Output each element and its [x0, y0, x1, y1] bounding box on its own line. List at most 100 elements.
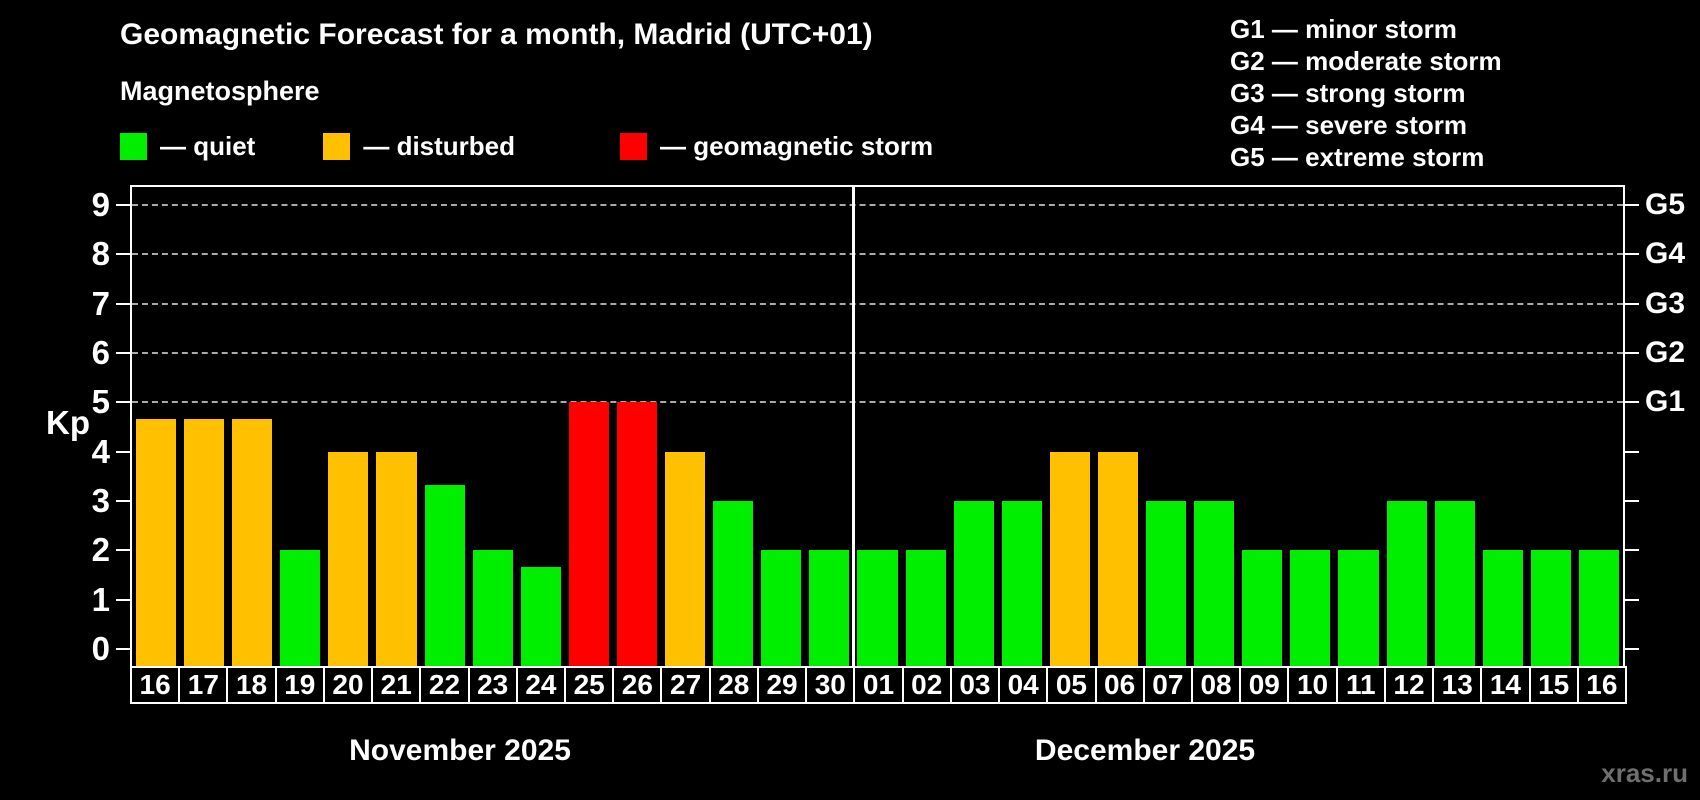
y-axis-tick-label-6: 6: [91, 333, 110, 371]
day-label-box-01: 01: [853, 666, 904, 704]
kp-bar-december-07: [1146, 501, 1187, 666]
day-label-box-06: 06: [1094, 666, 1145, 704]
y-axis-tick-left-8: [116, 253, 130, 256]
kp-bar-december-04: [1001, 501, 1042, 666]
day-label-box-15: 15: [1528, 666, 1579, 704]
y-axis-tick-label-9: 9: [91, 185, 110, 223]
y-axis-tick-left-2: [116, 549, 130, 552]
kp-bar-november-19: [280, 550, 321, 666]
day-label-box-16: 16: [1576, 666, 1627, 704]
day-label-box-25: 25: [564, 666, 615, 704]
y-axis-tick-label-2: 2: [91, 531, 110, 569]
day-label-box-13: 13: [1432, 666, 1483, 704]
kp-bar-december-12: [1386, 501, 1427, 666]
y-axis-tick-left-1: [116, 598, 130, 601]
day-label-box-11: 11: [1335, 666, 1386, 704]
quiet-swatch-icon: [120, 133, 147, 160]
day-label-box-27: 27: [660, 666, 711, 704]
kp-bar-november-28: [713, 501, 754, 666]
day-label-box-09: 09: [1239, 666, 1290, 704]
day-label-box-05: 05: [1046, 666, 1097, 704]
y-axis-tick-left-7: [116, 302, 130, 305]
day-label-box-14: 14: [1480, 666, 1531, 704]
legend-label-quiet: — quiet: [160, 131, 256, 161]
day-label-box-10: 10: [1287, 666, 1338, 704]
kp-bar-december-10: [1290, 550, 1331, 666]
day-label-box-04: 04: [998, 666, 1049, 704]
y-axis-tick-left-4: [116, 450, 130, 453]
y-axis-tick-label-1: 1: [91, 580, 110, 618]
page-title: Geomagnetic Forecast for a month, Madrid…: [120, 18, 873, 51]
g-level-label-g1: G1: [1645, 385, 1686, 419]
legend-item-quiet: — quiet: [120, 131, 255, 162]
kp-bar-november-18: [232, 418, 273, 666]
g-level-label-g2: G2: [1645, 335, 1686, 369]
gridline-kp6: [132, 351, 1623, 354]
y-axis-tick-label-5: 5: [91, 383, 110, 421]
y-axis-tick-label-8: 8: [91, 235, 110, 273]
g-legend-line-g2: G2 — moderate storm: [1230, 46, 1502, 76]
disturbed-swatch-icon: [323, 133, 351, 160]
legend-item-disturbed: — disturbed: [323, 131, 515, 162]
kp-bar-november-17: [184, 418, 225, 666]
day-label-box-19: 19: [274, 666, 325, 704]
y-axis-tick-left-3: [116, 500, 130, 503]
kp-bar-november-16: [136, 418, 177, 666]
day-label-box-02: 02: [901, 666, 952, 704]
day-label-box-21: 21: [371, 666, 422, 704]
y-axis-tick-right-7: [1625, 302, 1639, 305]
day-label-box-07: 07: [1142, 666, 1193, 704]
y-axis-tick-right-6: [1625, 351, 1639, 354]
y-axis-tick-right-0: [1625, 648, 1639, 651]
y-axis-tick-right-2: [1625, 549, 1639, 552]
g-legend-line-g1: G1 — minor storm: [1230, 14, 1457, 44]
y-axis-tick-left-6: [116, 351, 130, 354]
kp-bar-november-22: [424, 484, 465, 666]
kp-bar-december-14: [1482, 550, 1523, 666]
g-legend-line-g4: G4 — severe storm: [1230, 110, 1468, 140]
y-axis-tick-right-9: [1625, 203, 1639, 206]
kp-bar-november-24: [520, 566, 561, 666]
y-axis-tick-label-0: 0: [91, 630, 110, 668]
y-axis-tick-left-5: [116, 401, 130, 404]
day-label-box-24: 24: [515, 666, 567, 704]
legend-label-storm: — geomagnetic storm: [660, 131, 934, 161]
month-label-december: December 2025: [1034, 734, 1256, 767]
g-level-label-g5: G5: [1645, 187, 1686, 221]
gridline-kp8: [132, 253, 1623, 256]
kp-bar-november-20: [328, 451, 369, 666]
y-axis-tick-right-4: [1625, 450, 1639, 453]
kp-bar-december-02: [905, 550, 946, 666]
kp-bar-november-23: [472, 550, 513, 666]
kp-bar-december-15: [1530, 550, 1571, 666]
kp-bar-november-29: [761, 550, 802, 666]
g-legend-line-g3: G3 — strong storm: [1230, 78, 1466, 108]
y-axis-tick-label-3: 3: [91, 482, 110, 520]
y-axis-tick-label-7: 7: [91, 284, 110, 322]
legend-item-storm: — geomagnetic storm: [620, 131, 933, 162]
legend-label-disturbed: — disturbed: [363, 131, 516, 161]
day-label-box-28: 28: [708, 666, 759, 704]
day-label-box-29: 29: [756, 666, 808, 704]
kp-bar-december-06: [1097, 451, 1139, 666]
gridline-kp7: [132, 302, 1623, 305]
watermark: xras.ru: [1601, 758, 1688, 788]
day-label-box-08: 08: [1190, 666, 1242, 704]
kp-bar-november-27: [665, 451, 706, 666]
storm-swatch-icon: [620, 133, 648, 160]
y-axis-tick-right-3: [1625, 500, 1639, 503]
y-axis-tick-label-4: 4: [91, 432, 110, 470]
kp-axis-label: Kp: [46, 404, 90, 441]
kp-bar-december-05: [1049, 451, 1090, 666]
status-legend: — quiet — disturbed — geomagnetic storm: [120, 131, 933, 162]
y-axis-tick-right-5: [1625, 401, 1639, 404]
day-label-box-22: 22: [419, 666, 470, 704]
g-scale-legend: G1 — minor storm G2 — moderate storm G3 …: [1230, 13, 1502, 173]
kp-bar-december-13: [1434, 501, 1475, 666]
plot-area: [130, 185, 1625, 668]
gridline-kp9: [132, 203, 1623, 206]
month-label-november: November 2025: [349, 734, 571, 767]
day-label-box-30: 30: [805, 666, 856, 704]
gridline-kp5: [132, 401, 1623, 404]
kp-bar-december-03: [953, 501, 994, 666]
